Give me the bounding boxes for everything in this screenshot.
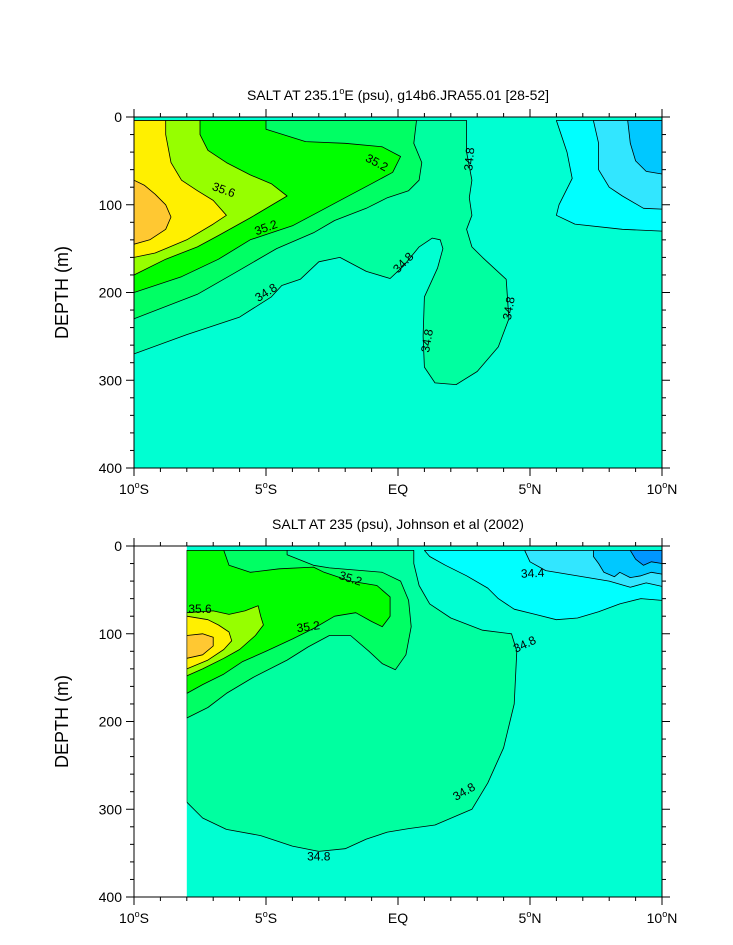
y-axis-label: DEPTH (m): [52, 246, 72, 339]
chart-title: SALT AT 235 (psu), Johnson et al (2002): [272, 516, 524, 532]
y-tick-label: 400: [99, 460, 123, 476]
contour-label: 35.2: [296, 618, 321, 635]
chart-panel-1: 35.635.235.2 34.834.834.834.834.801002003…: [52, 86, 677, 497]
chart-panel-2: 35.635.235.2 34.434.834.834.8010020030040…: [52, 516, 677, 926]
contour-label: 34.8: [461, 147, 477, 172]
contour-fill-35.8: [134, 179, 172, 245]
x-tick-label: 10oS: [119, 909, 149, 926]
contour-label: 35.6: [188, 602, 212, 616]
contour-label: 34.4: [521, 566, 545, 581]
y-tick-label: 100: [99, 626, 123, 642]
contour-label: 35.2: [337, 568, 364, 589]
x-tick-label: 10oN: [647, 909, 678, 926]
x-tick-label: 5oN: [519, 909, 542, 926]
x-tick-label: EQ: [388, 481, 408, 497]
y-tick-label: 300: [99, 801, 123, 817]
contour-label: 34.8: [307, 850, 331, 864]
y-tick-label: 0: [114, 109, 122, 125]
contour-fill-35.2: [186, 550, 391, 694]
x-tick-label: 5oS: [255, 480, 277, 497]
x-tick-label: 10oN: [647, 480, 678, 497]
y-tick-label: 300: [99, 372, 123, 388]
y-tick-label: 200: [99, 285, 123, 301]
chart-title: SALT AT 235.1oE (psu), g14b6.JRA55.01 [2…: [247, 86, 549, 103]
y-axis-label: DEPTH (m): [52, 675, 72, 768]
x-tick-label: 5oN: [519, 480, 542, 497]
x-tick-label: 10oS: [119, 480, 149, 497]
x-tick-label: 5oS: [255, 909, 277, 926]
contour-fill-35.8: [186, 633, 214, 659]
x-tick-label: EQ: [388, 910, 408, 926]
contour-fill-34.2: [627, 120, 662, 175]
y-tick-label: 0: [114, 538, 122, 554]
y-tick-label: 100: [99, 197, 123, 213]
contour-label: 34.8: [418, 328, 436, 354]
y-tick-label: 200: [99, 714, 123, 730]
contour-label: 34.8: [500, 295, 518, 321]
y-tick-label: 400: [99, 889, 123, 905]
